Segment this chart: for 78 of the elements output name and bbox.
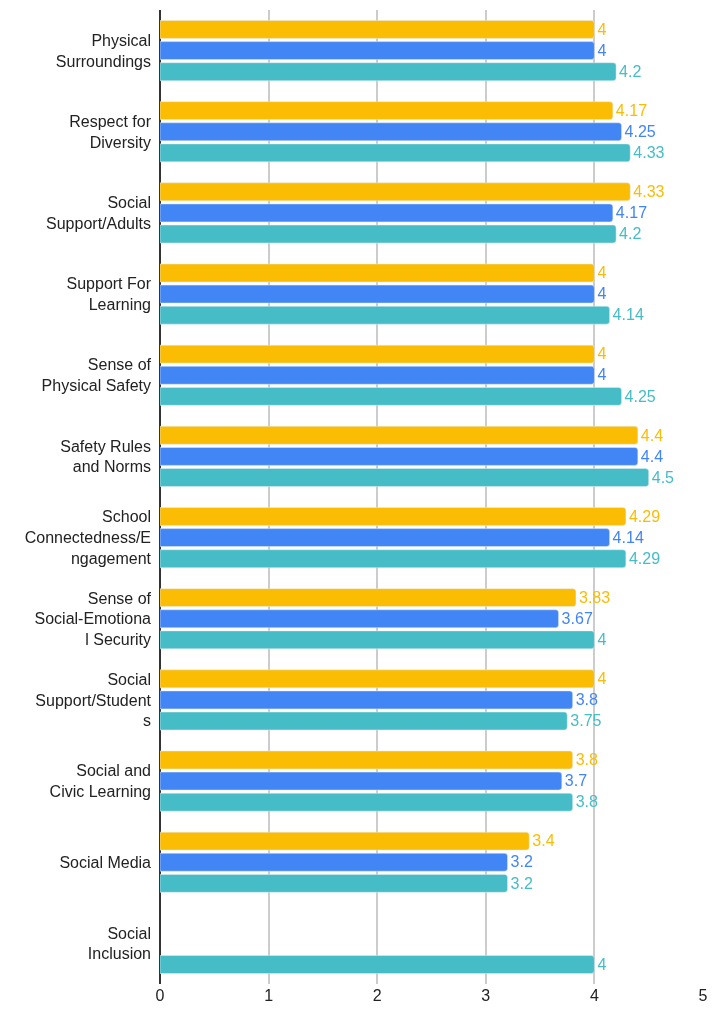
data-label: 4.25 bbox=[624, 386, 656, 405]
bar bbox=[160, 41, 595, 60]
data-label: 4.5 bbox=[651, 467, 675, 486]
data-label: 4 bbox=[597, 284, 607, 303]
data-label: 4.25 bbox=[624, 121, 656, 140]
data-label: 4 bbox=[597, 344, 607, 363]
bar bbox=[160, 122, 622, 141]
data-label: 4 bbox=[597, 365, 607, 384]
y-tick-label: Physical Surroundings bbox=[55, 31, 151, 70]
y-tick-label: Safety Rules and Norms bbox=[60, 437, 151, 476]
bar bbox=[160, 507, 627, 526]
data-label: 3.83 bbox=[578, 587, 611, 606]
bar bbox=[160, 62, 617, 81]
y-tick-label: Respect for Diversity bbox=[69, 112, 152, 151]
data-label: 4.29 bbox=[628, 506, 661, 525]
data-label: 4.33 bbox=[633, 182, 665, 200]
y-tick-label: Sense of Social-Emotional Security bbox=[34, 589, 152, 649]
data-label: 4 bbox=[597, 669, 607, 687]
y-tick-label: Social and Civic Learning bbox=[49, 762, 151, 801]
data-label: 4 bbox=[597, 19, 607, 38]
bar bbox=[160, 549, 627, 568]
data-label: 3.8 bbox=[575, 792, 599, 811]
bar bbox=[160, 588, 577, 607]
y-tick-label: Social Media bbox=[59, 853, 152, 871]
bar bbox=[160, 426, 639, 445]
bar bbox=[160, 387, 622, 406]
bar bbox=[160, 344, 595, 364]
data-label: 4.29 bbox=[628, 548, 661, 567]
data-label: 4.2 bbox=[619, 224, 642, 243]
bar bbox=[160, 669, 595, 689]
data-label: 4 bbox=[597, 954, 607, 973]
data-label: 4.4 bbox=[640, 446, 664, 465]
data-label: 3.2 bbox=[510, 852, 533, 871]
data-label: 4.17 bbox=[615, 100, 648, 119]
bar bbox=[160, 468, 649, 487]
bar bbox=[160, 955, 595, 974]
x-tick-label: 1 bbox=[264, 987, 274, 1004]
data-label: 3.2 bbox=[510, 873, 533, 892]
bar bbox=[160, 101, 614, 120]
y-tick-label: School Connectedness/Engagement bbox=[24, 508, 152, 567]
bar bbox=[160, 630, 595, 650]
data-label: 4 bbox=[597, 630, 607, 649]
data-label: 3.67 bbox=[561, 608, 593, 627]
data-label: 3.8 bbox=[575, 690, 599, 709]
data-label: 3.75 bbox=[570, 711, 602, 730]
y-tick-label: Sense of Physical Safety bbox=[41, 356, 152, 395]
data-label: 4.4 bbox=[640, 425, 664, 444]
bar bbox=[160, 528, 610, 547]
bar bbox=[160, 182, 631, 202]
bar bbox=[160, 831, 530, 851]
bar bbox=[160, 447, 639, 466]
data-label: 3.7 bbox=[564, 771, 588, 790]
x-tick-label: 5 bbox=[698, 987, 708, 1004]
bar bbox=[160, 366, 595, 385]
x-tick-label: 4 bbox=[589, 987, 599, 1004]
y-tick-label: Support For Learning bbox=[66, 275, 152, 314]
bar bbox=[160, 874, 508, 893]
bar bbox=[160, 609, 559, 628]
data-label: 4 bbox=[597, 263, 607, 282]
bar bbox=[160, 853, 508, 872]
y-tick-label: Social Support/Adults bbox=[46, 194, 151, 232]
data-label: 4.2 bbox=[619, 61, 642, 80]
y-tick-label: Social Support/Students bbox=[35, 670, 152, 730]
data-label: 4.33 bbox=[633, 143, 665, 162]
x-tick-label: 0 bbox=[155, 987, 165, 1004]
x-tick-label: 2 bbox=[372, 987, 382, 1004]
bar bbox=[160, 143, 631, 163]
data-label: 4.17 bbox=[615, 203, 648, 222]
bar bbox=[160, 792, 573, 812]
y-tick-label: Social Inclusion bbox=[87, 924, 151, 963]
bar bbox=[160, 20, 595, 39]
data-label: 3.4 bbox=[532, 831, 555, 850]
x-tick-label: 3 bbox=[481, 987, 491, 1004]
bar bbox=[160, 305, 610, 325]
data-label: 4.14 bbox=[612, 305, 644, 324]
data-label: 4.14 bbox=[612, 527, 644, 546]
data-label: 4 bbox=[597, 40, 607, 59]
data-label: 3.8 bbox=[575, 750, 599, 769]
